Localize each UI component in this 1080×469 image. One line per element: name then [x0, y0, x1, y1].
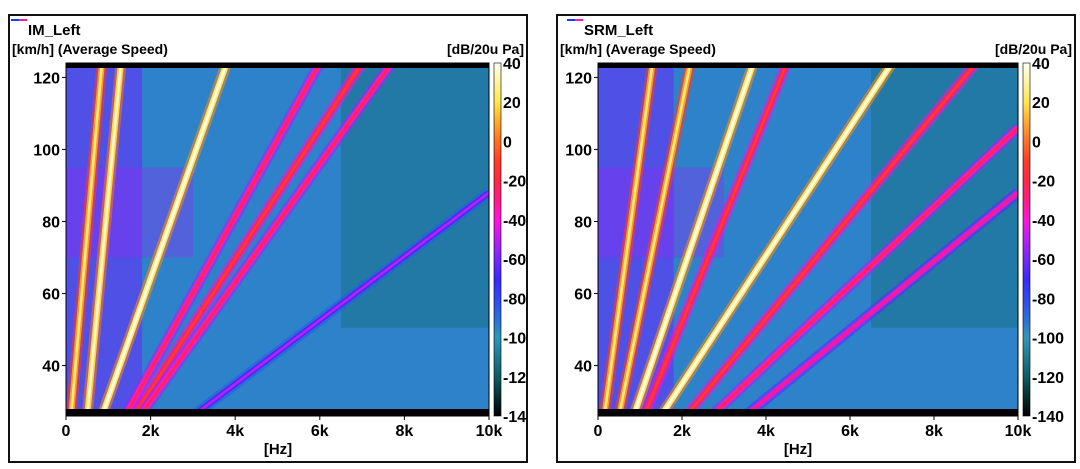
colorbar-label: [dB/20u Pa] [447, 41, 524, 57]
colorbar-tick-label: 0 [1032, 134, 1041, 151]
y-tick-label: 120 [565, 70, 592, 87]
x-tick-label: 6k [311, 423, 329, 440]
x-tick-label: 6k [841, 423, 859, 440]
colorbar-tick-label: -140 [1032, 409, 1064, 426]
srm-left-spectrogram-panel: SRM_Left [km/h] (Average Speed) [dB/20u … [556, 14, 1076, 463]
y-tick-label: 40 [574, 359, 592, 376]
colorbar-tick-label: 0 [503, 134, 512, 151]
colorbar-tick-label: -20 [503, 174, 526, 191]
x-axis-label: [Hz] [784, 441, 812, 458]
order-line-order-3 [632, 63, 755, 416]
order-line-order-6 [138, 63, 393, 416]
legend-color-bar-icon [567, 19, 575, 21]
colorbar-tick-label: -80 [503, 291, 526, 308]
colorbar-tick-label: -120 [503, 370, 526, 387]
order-line-order-6 [685, 63, 978, 416]
bottom-band [66, 409, 489, 416]
y-axis-label: [km/h] (Average Speed) [560, 41, 716, 57]
colorbar-tick-label: -60 [1032, 252, 1055, 269]
order-line-order-3 [100, 63, 228, 416]
x-tick-label: 10k [476, 423, 503, 440]
colorbar-tick-label: 20 [1032, 95, 1050, 112]
plot-frame [597, 62, 1019, 417]
y-tick-label: 40 [42, 359, 60, 376]
x-tick-label: 8k [925, 423, 943, 440]
x-tick-label: 4k [226, 423, 244, 440]
im-left-spectrogram-chart: IM_Left [km/h] (Average Speed) [dB/20u P… [11, 19, 526, 458]
x-tick-label: 0 [62, 423, 71, 440]
top-band [66, 63, 489, 68]
y-tick-label: 80 [574, 214, 592, 231]
x-tick-label: 2k [142, 423, 160, 440]
colorbar-tick-label: -100 [1032, 331, 1064, 348]
colorbar-tick-label: -40 [503, 213, 526, 230]
colorbar-tick-label: 20 [503, 95, 521, 112]
order-line-order-2 [85, 63, 123, 416]
legend-color-bar-icon [11, 19, 19, 21]
im-left-spectrogram-panel: IM_Left [km/h] (Average Speed) [dB/20u P… [8, 14, 528, 463]
y-tick-label: 60 [42, 287, 60, 304]
colorbar [493, 62, 502, 417]
x-tick-label: 8k [396, 423, 414, 440]
order-line-order-4 [642, 63, 789, 416]
colorbar [1022, 62, 1031, 417]
order-line-order-8 [744, 191, 1018, 416]
colorbar-tick-label: 40 [1032, 56, 1050, 73]
bottom-band [598, 409, 1018, 416]
colorbar-tick-label: -80 [1032, 291, 1055, 308]
x-tick-label: 2k [673, 423, 691, 440]
x-axis-label: [Hz] [264, 441, 292, 458]
srm-left-spectrogram-chart: SRM_Left [km/h] (Average Speed) [dB/20u … [560, 19, 1072, 458]
colorbar-label: [dB/20u Pa] [995, 41, 1072, 57]
colorbar-tick-label: -120 [1032, 370, 1064, 387]
chart-title: IM_Left [28, 22, 81, 39]
x-tick-label: 0 [594, 423, 603, 440]
plot-frame [65, 62, 490, 417]
colorbar-tick-label: -60 [503, 252, 526, 269]
order-line-order-7 [710, 126, 1018, 416]
y-tick-label: 80 [42, 214, 60, 231]
colorbar-tick-label: -140 [503, 409, 526, 426]
order-line-order-1 [603, 63, 654, 416]
y-tick-label: 120 [33, 70, 60, 87]
y-tick-label: 100 [565, 142, 592, 159]
order-line-order-5 [132, 63, 364, 416]
colorbar-tick-label: -100 [503, 331, 526, 348]
order-line-order-4 [124, 63, 321, 416]
order-line-order-1 [69, 63, 104, 416]
legend-color-bar-icon [19, 19, 27, 21]
y-axis-label: [km/h] (Average Speed) [12, 41, 168, 57]
x-tick-label: 4k [757, 423, 775, 440]
legend-color-bar-icon [575, 19, 583, 21]
colorbar-tick-label: -20 [1032, 174, 1055, 191]
x-tick-label: 10k [1005, 423, 1032, 440]
order-line-order-5 [659, 63, 894, 416]
chart-title: SRM_Left [584, 22, 653, 39]
order-line-order-2 [617, 63, 692, 416]
colorbar-tick-label: -40 [1032, 213, 1055, 230]
y-tick-label: 100 [33, 142, 60, 159]
y-tick-label: 60 [574, 287, 592, 304]
top-band [598, 63, 1018, 68]
colorbar-tick-label: 40 [503, 56, 521, 73]
order-line-order-7 [192, 191, 489, 416]
